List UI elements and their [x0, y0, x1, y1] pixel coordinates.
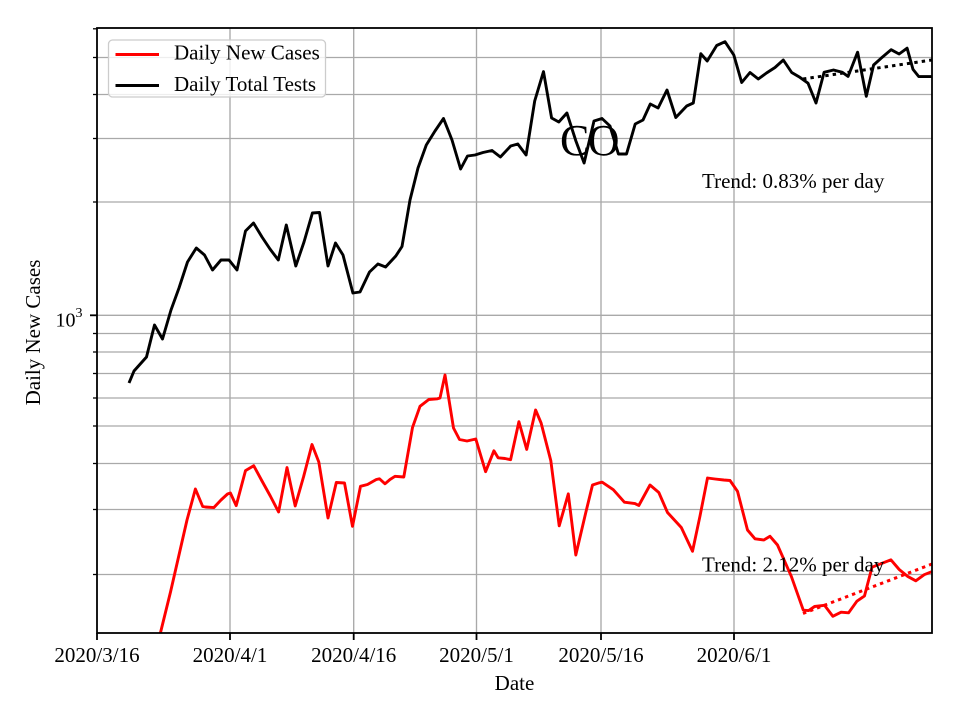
svg-text:Trend: 2.12% per day: Trend: 2.12% per day — [702, 553, 885, 577]
svg-text:103: 103 — [56, 306, 83, 332]
svg-text:2020/3/16: 2020/3/16 — [54, 643, 139, 667]
svg-text:2020/6/1: 2020/6/1 — [697, 643, 772, 667]
svg-text:2020/5/16: 2020/5/16 — [558, 643, 643, 667]
svg-text:2020/4/1: 2020/4/1 — [193, 643, 268, 667]
svg-text:Daily New Cases: Daily New Cases — [21, 260, 45, 406]
svg-text:Date: Date — [495, 671, 535, 695]
svg-text:Daily New Cases: Daily New Cases — [174, 41, 320, 65]
svg-text:Trend: 0.83% per day: Trend: 0.83% per day — [702, 169, 885, 193]
svg-text:2020/4/16: 2020/4/16 — [311, 643, 396, 667]
svg-text:Daily Total Tests: Daily Total Tests — [174, 72, 316, 96]
svg-text:2020/5/1: 2020/5/1 — [439, 643, 514, 667]
